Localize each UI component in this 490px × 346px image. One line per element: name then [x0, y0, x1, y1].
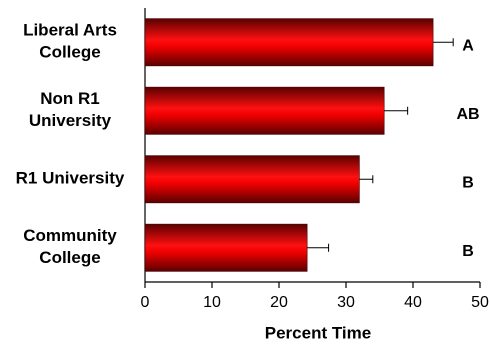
y-tick-label: College — [39, 248, 100, 267]
significance-label: A — [462, 37, 474, 54]
x-tick-label: 10 — [203, 294, 221, 311]
significance-label: B — [462, 243, 474, 260]
significance-label: AB — [456, 106, 479, 123]
y-tick-label: University — [29, 111, 112, 130]
bar — [144, 86, 385, 135]
y-tick-label: Community — [23, 226, 117, 245]
y-tick-label: College — [39, 43, 100, 62]
significance-label: B — [462, 174, 474, 191]
bar — [144, 18, 434, 67]
bar — [144, 155, 360, 204]
error-bar — [359, 175, 374, 184]
y-tick-label: Liberal Arts — [23, 21, 117, 40]
bar — [144, 223, 308, 272]
x-tick-label: 40 — [404, 294, 422, 311]
error-bar — [433, 38, 454, 47]
error-bar — [384, 106, 409, 115]
error-bar — [307, 243, 330, 252]
x-axis-title: Percent Time — [265, 323, 371, 342]
x-tick-label: 20 — [270, 294, 288, 311]
y-tick-label: R1 University — [16, 169, 125, 188]
x-tick-label: 30 — [337, 294, 355, 311]
x-tick-label: 0 — [141, 294, 150, 311]
y-tick-label: Non R1 — [40, 89, 100, 108]
x-tick-label: 50 — [471, 294, 489, 311]
